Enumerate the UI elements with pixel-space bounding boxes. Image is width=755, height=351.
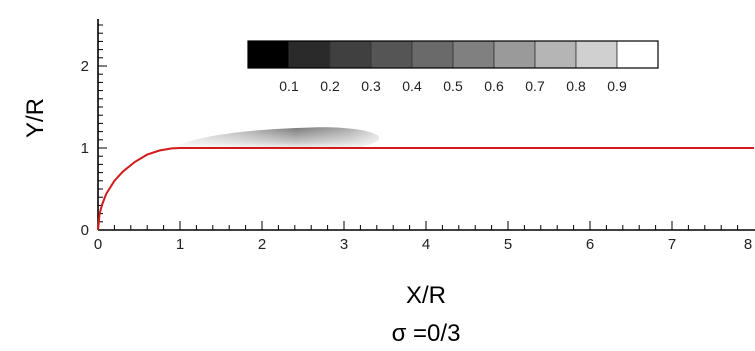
- colorbar-swatch: [452, 40, 495, 69]
- axes: 0 1 2 3 4 5 6 7 8 0 1 2: [81, 19, 755, 253]
- colorbar-swatch: [493, 40, 536, 69]
- colorbar-swatch: [534, 40, 577, 69]
- x-axis-title: X/R: [406, 282, 446, 309]
- y-axis-title: Y/R: [22, 98, 49, 138]
- x-tick-label: 3: [340, 236, 348, 253]
- colorbar-swatch: [370, 40, 413, 69]
- x-tick-label: 7: [668, 236, 676, 253]
- colorbar-swatch: [329, 40, 372, 69]
- x-tick-label: 5: [504, 236, 512, 253]
- body-contour: [97, 147, 754, 231]
- colorbar-legend: 0.1 0.2 0.3 0.4 0.5 0.6 0.7 0.8 0.9: [247, 40, 659, 94]
- colorbar-swatch: [616, 40, 659, 69]
- colorbar-label: 0.7: [525, 78, 545, 94]
- colorbar-swatch: [575, 40, 618, 69]
- colorbar-label: 0.8: [566, 78, 586, 94]
- x-tick-label: 1: [176, 236, 184, 253]
- cavity-region: [171, 127, 380, 148]
- body-contour-line: [97, 147, 754, 231]
- y-tick-label: 2: [81, 58, 89, 75]
- cavity-highlight: [171, 127, 380, 148]
- colorbar-label: 0.2: [320, 78, 340, 94]
- y-tick-label: 1: [81, 140, 89, 157]
- x-tick-label: 4: [422, 236, 430, 253]
- colorbar-swatch: [288, 40, 331, 69]
- colorbar-frame: [247, 40, 659, 69]
- colorbar-swatch: [247, 40, 290, 69]
- colorbar-label: 0.9: [607, 78, 627, 94]
- x-tick-label: 0: [94, 236, 102, 253]
- x-tick-label: 8: [744, 236, 752, 253]
- figure-caption: σ =0/3: [392, 320, 461, 347]
- x-tick-label: 6: [586, 236, 594, 253]
- colorbar-label: 0.3: [361, 78, 381, 94]
- colorbar-label: 0.5: [443, 78, 463, 94]
- y-tick-label: 0: [81, 222, 89, 239]
- colorbar-label: 0.6: [484, 78, 504, 94]
- colorbar-label: 0.4: [402, 78, 422, 94]
- x-tick-label: 2: [258, 236, 266, 253]
- colorbar-swatch: [411, 40, 454, 69]
- colorbar-label: 0.1: [279, 78, 299, 94]
